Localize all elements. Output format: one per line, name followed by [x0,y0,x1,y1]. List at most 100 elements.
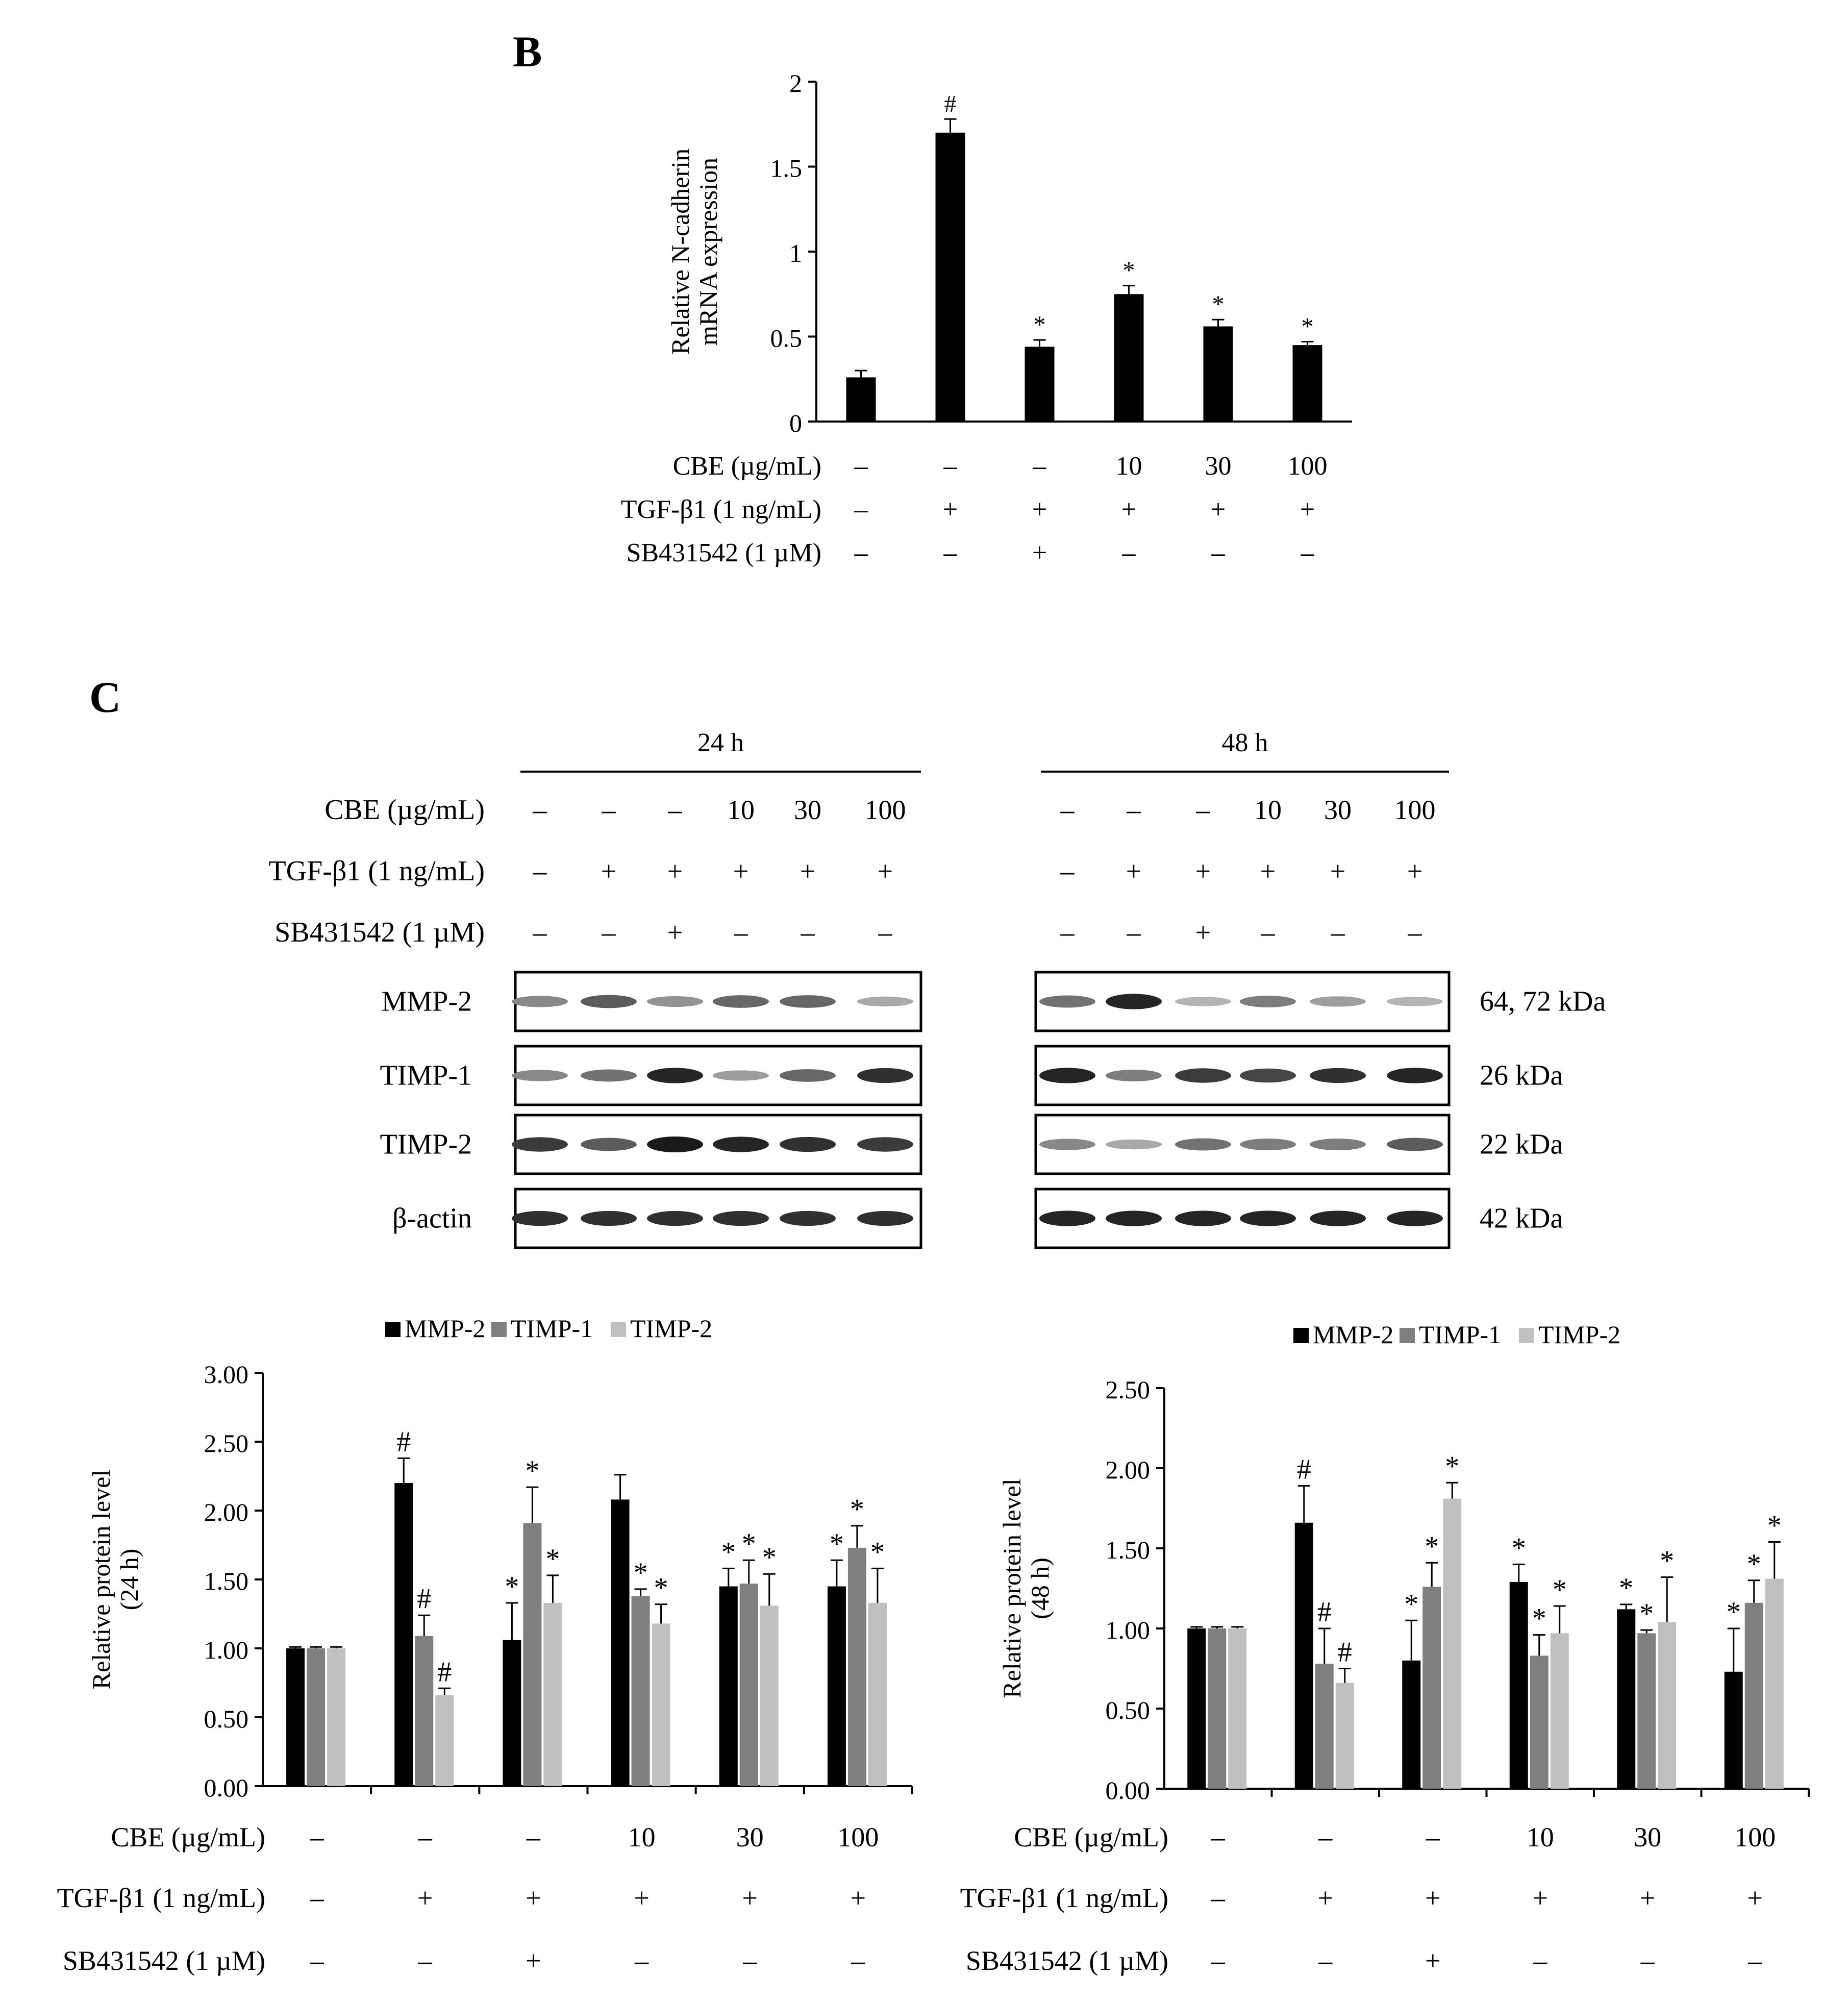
bar-mmp-2 [1617,1609,1636,1789]
bar-value [1025,347,1055,422]
y-tick-label: 3.00 [204,1360,249,1389]
legend-label: TIMP-1 [511,1314,593,1343]
blot-band [1175,1068,1231,1083]
blot-band [713,1070,769,1081]
bar-timp-1 [1744,1602,1763,1789]
blot-cbe-value: 10 [727,795,755,825]
y-axis-title-line: (48 h) [1026,1558,1054,1619]
bar-mmp-2 [286,1648,305,1786]
treatment-sb-value: – [1301,538,1315,567]
y-tick-label: 0.00 [204,1773,249,1802]
bar-timp-2 [327,1648,346,1786]
y-axis-title-line: Relative protein level [997,1478,1026,1698]
treatment-label-cbe: CBE (µg/mL) [111,1822,265,1852]
blot-label-tgf: TGF-β1 (1 ng/mL) [268,855,485,887]
significance-star: * [1302,313,1314,340]
legend-swatch [1400,1328,1415,1343]
blot-band [1240,1139,1296,1150]
treatment-cbe-value: – [1211,1822,1226,1852]
blot-sb-value: + [667,917,683,948]
bar-timp-1 [847,1547,866,1786]
blot-sb-value: – [1261,917,1276,948]
legend-label: MMP-2 [405,1314,485,1343]
blot-band [1310,1068,1366,1083]
bar-timp-2 [1443,1498,1462,1789]
y-tick-label: 2 [789,69,802,97]
bar-mmp-2 [719,1586,738,1786]
treatment-tgf-value: + [1211,495,1226,524]
blot-band [1175,1211,1231,1226]
blot-tgf-value: – [1060,856,1075,886]
blot-band [1387,1068,1443,1083]
legend-label: TIMP-2 [630,1314,712,1343]
blot-band [512,996,568,1007]
legend-label: MMP-2 [1313,1320,1393,1349]
bar-timp-1 [1637,1633,1656,1789]
blot-band [1039,1139,1095,1150]
blot-sb-value: – [878,917,893,948]
significance-star: * [1445,1450,1459,1482]
treatment-sb-value: – [854,538,868,567]
blot-band [1106,1139,1162,1150]
bar-mmp-2 [611,1499,630,1786]
bar-timp-2 [435,1695,454,1786]
blot-band [1387,1211,1443,1226]
treatment-sb-value: – [1211,538,1226,567]
blot-band [780,995,836,1008]
treatment-tgf-value: + [943,495,958,524]
blot-band [713,1137,769,1152]
significance-star: * [1727,1596,1741,1628]
blot-cbe-value: – [602,795,616,825]
bar-mmp-2 [503,1640,521,1786]
blot-cbe-value: 30 [1324,795,1352,825]
treatment-sb-value: – [310,1945,324,1976]
treatment-cbe-value: 10 [628,1822,656,1852]
blot-band [512,1137,568,1152]
bar-timp-1 [1315,1664,1334,1789]
blot-tgf-value: + [878,856,893,886]
blot-cbe-value: 30 [794,795,821,825]
treatment-tgf-value: + [1318,1883,1333,1913]
y-tick-label: 0.50 [1106,1696,1151,1724]
treatment-tgf-value: + [634,1883,649,1913]
blot-row-label: TIMP-2 [380,1129,472,1160]
y-axis-title-line: Relative N-cadherin [666,149,694,355]
treatment-cbe-value: – [526,1822,541,1852]
panel-label-b: B [513,27,542,76]
treatment-sb-value: – [943,538,958,567]
significance-star: * [742,1528,756,1560]
treatment-sb-value: – [851,1945,865,1976]
treatment-tgf-value: + [742,1883,758,1913]
treatment-sb-value: – [1211,1945,1226,1976]
treatment-tgf-value: + [1425,1883,1440,1913]
significance-star: * [525,1455,539,1487]
blot-cbe-value: – [1196,795,1211,825]
western-blot-48h: 48 h – – – 10 30 100 – + + + + + – – + – – – 64, 72 kDa 26 k… [1034,728,1606,1249]
blot-band [780,1137,836,1152]
treatment-tgf-value: – [1211,1883,1226,1913]
blot-tgf-value: + [800,856,815,886]
blot-cbe-value: – [668,795,683,825]
y-tick-label: 0.5 [770,324,803,353]
treatment-cbe-value: – [854,452,868,481]
blot-row-label: MMP-2 [382,986,472,1018]
significance-star: * [1767,1510,1782,1541]
treatment-cbe-value: – [1426,1822,1440,1852]
blot-sb-value: – [533,917,547,948]
blot-frame [1034,1045,1451,1106]
y-axis-title: Relative protein level(48 h) [997,1478,1054,1698]
significance-hash: # [1317,1596,1332,1628]
blot-band [1039,1068,1095,1083]
blot-band [857,1211,913,1226]
blot-kda-label: 26 kDa [1480,1060,1563,1092]
treatment-tgf-value: + [1747,1883,1763,1913]
blot-cbe-value: – [1060,795,1075,825]
bar-timp-1 [1422,1587,1441,1789]
treatment-sb-value: – [1533,1945,1547,1976]
blot-tgf-value: + [733,856,748,886]
blot-sb-value: – [801,917,815,948]
treatment-cbe-value: – [1318,1822,1333,1852]
treatment-sb-value: – [1122,538,1136,567]
blot-cbe-value: – [533,795,547,825]
blot-tgf-value: + [1330,856,1345,886]
